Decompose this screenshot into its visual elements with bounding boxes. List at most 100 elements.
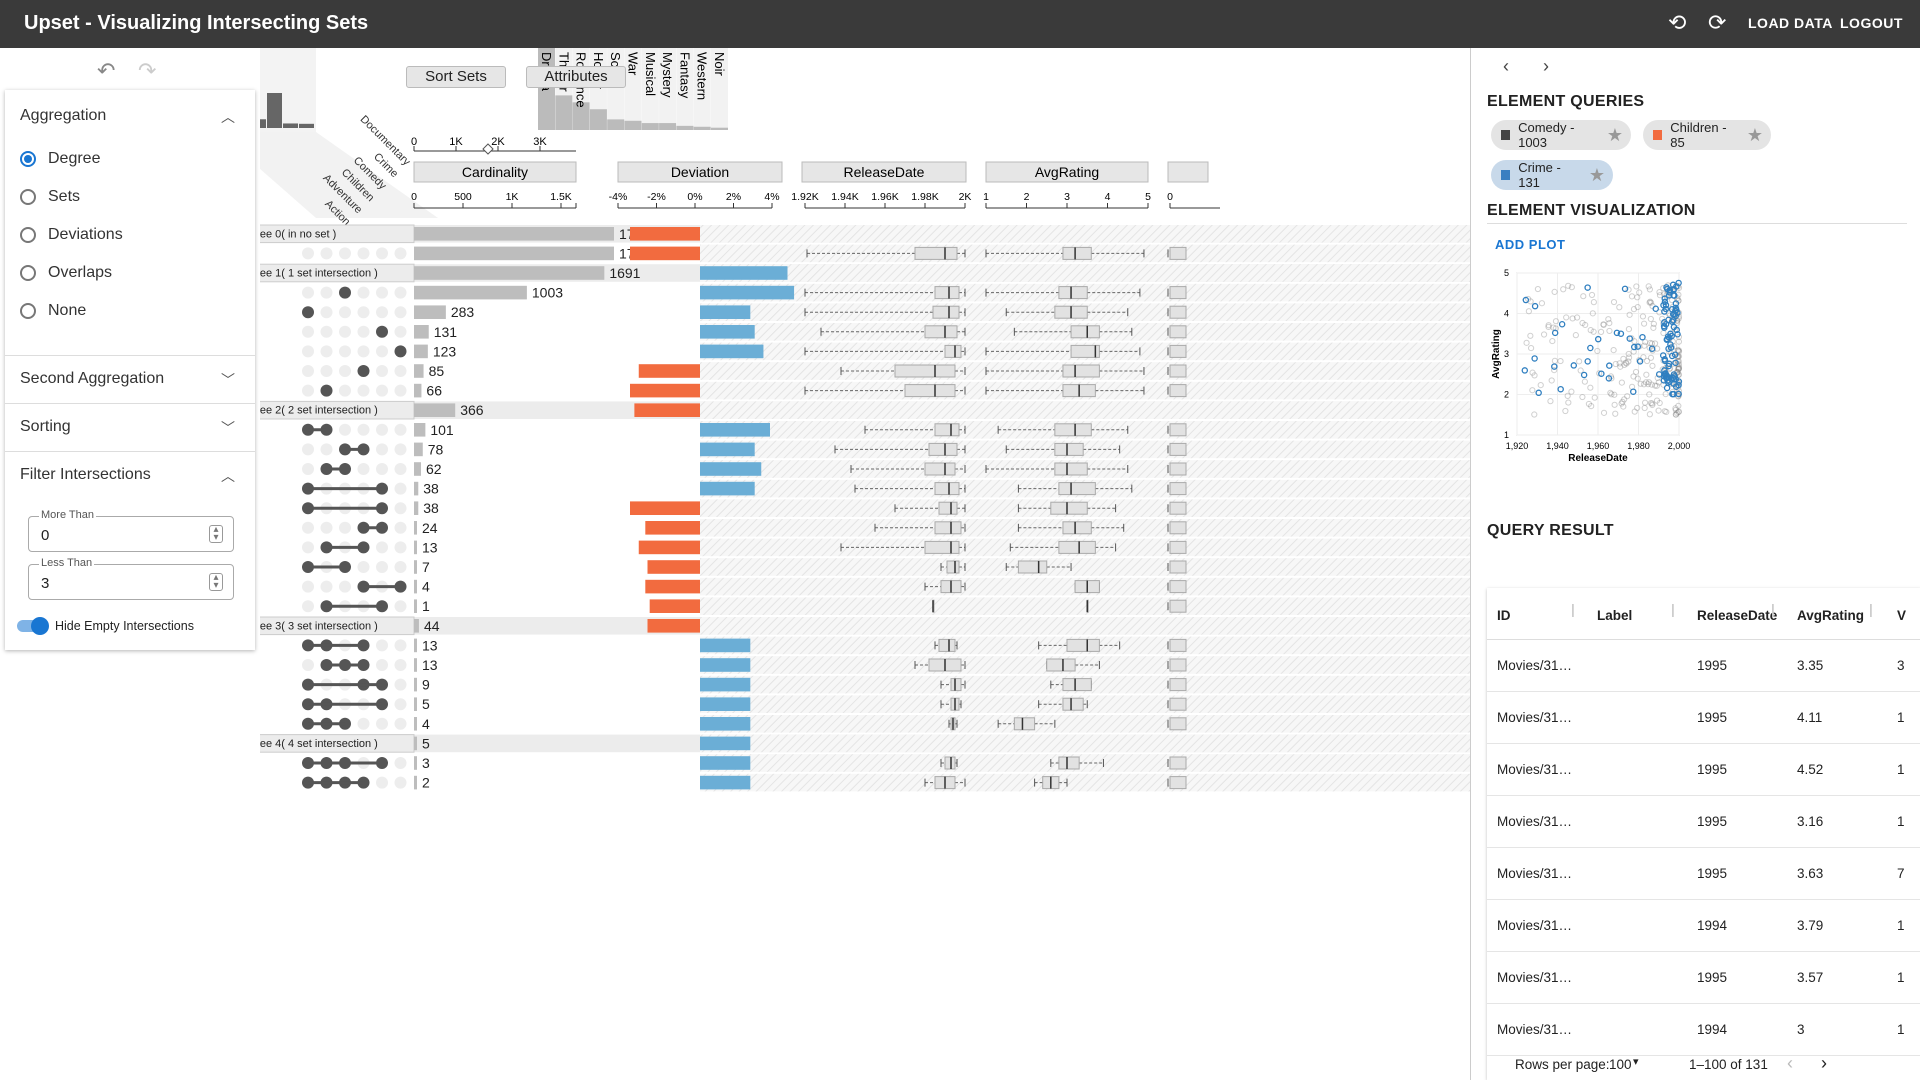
cardinality-bar[interactable] xyxy=(414,540,417,555)
scatter-point-highlight[interactable] xyxy=(1672,300,1680,307)
membership-dot[interactable] xyxy=(376,423,388,436)
cardinality-bar[interactable] xyxy=(414,579,417,594)
set-name[interactable]: Fantasy xyxy=(677,52,692,99)
deviation-bar-negative[interactable] xyxy=(647,560,701,574)
scatter-point[interactable] xyxy=(1642,379,1650,386)
extra-boxplot[interactable] xyxy=(1169,305,1187,319)
releasedate-boxplot-box[interactable] xyxy=(932,305,960,319)
scatter-point[interactable] xyxy=(1641,399,1649,406)
avgrating-boxplot-box[interactable] xyxy=(1017,560,1048,574)
chevron-left-icon[interactable]: ‹ xyxy=(1503,56,1509,76)
avgrating-boxplot-box[interactable] xyxy=(1046,658,1076,672)
deviation-bar-negative[interactable] xyxy=(630,227,700,241)
column-header-cardinality[interactable] xyxy=(413,161,577,183)
avgrating-boxplot-box[interactable] xyxy=(1054,423,1092,437)
scatter-point-highlight[interactable] xyxy=(1587,344,1594,352)
scatter-point[interactable] xyxy=(1663,408,1670,416)
scatter-point[interactable] xyxy=(1675,361,1682,368)
scatter-point[interactable] xyxy=(1624,393,1631,400)
scatter-point[interactable] xyxy=(1572,332,1579,339)
extra-boxplot[interactable] xyxy=(1169,344,1187,358)
scatter-point-highlight[interactable] xyxy=(1570,362,1578,369)
membership-dot[interactable] xyxy=(320,384,333,397)
avgrating-boxplot-box[interactable] xyxy=(1054,442,1084,456)
table-row[interactable]: Movies/31… 1995 3.16 1 xyxy=(1487,796,1920,848)
scatter-point[interactable] xyxy=(1660,284,1667,292)
set-column[interactable] xyxy=(693,48,711,130)
scatter-point[interactable] xyxy=(1552,325,1559,332)
scatter-point-highlight[interactable] xyxy=(1661,357,1669,365)
membership-dot[interactable] xyxy=(357,247,370,260)
scatter-point[interactable] xyxy=(1560,286,1567,293)
scatter-point-highlight[interactable] xyxy=(1668,352,1676,360)
scatter-point[interactable] xyxy=(1612,410,1619,417)
deviation-bar-positive[interactable] xyxy=(700,677,751,692)
membership-dot[interactable] xyxy=(394,561,407,573)
star-icon[interactable]: ★ xyxy=(1588,164,1605,185)
scatter-point-highlight[interactable] xyxy=(1659,352,1667,359)
scatter-point[interactable] xyxy=(1626,311,1633,318)
releasedate-boxplot-box[interactable] xyxy=(946,560,960,574)
membership-dot[interactable] xyxy=(376,717,388,730)
extra-boxplot[interactable] xyxy=(1169,756,1187,770)
set-size-bar[interactable] xyxy=(555,95,573,130)
scatter-point[interactable] xyxy=(1568,388,1575,395)
scatter-point[interactable] xyxy=(1672,405,1679,412)
scatter-point[interactable] xyxy=(1636,289,1643,296)
scatter-point[interactable] xyxy=(1654,374,1661,382)
scatter-point-highlight[interactable] xyxy=(1634,343,1642,350)
scatter-point[interactable] xyxy=(1606,319,1613,327)
deviation-bar-positive[interactable] xyxy=(700,756,751,770)
membership-dot[interactable] xyxy=(357,561,370,573)
scatter-point[interactable] xyxy=(1675,338,1683,345)
membership-dot[interactable] xyxy=(394,306,407,319)
deviation-bar-positive[interactable] xyxy=(700,442,755,457)
membership-dot[interactable] xyxy=(339,306,351,319)
logout-button[interactable]: LOGOUT xyxy=(1840,15,1903,31)
scatter-point[interactable] xyxy=(1640,381,1648,388)
deviation-bar-negative[interactable] xyxy=(649,599,700,613)
scatter-point[interactable] xyxy=(1600,409,1608,416)
scatter-point-highlight[interactable] xyxy=(1594,335,1602,343)
hide-empty-toggle[interactable] xyxy=(17,617,49,635)
extra-boxplot[interactable] xyxy=(1169,638,1187,652)
avgrating-boxplot-box[interactable] xyxy=(1062,697,1084,711)
avgrating-boxplot-box[interactable] xyxy=(1054,462,1088,476)
scatter-point-highlight[interactable] xyxy=(1671,373,1678,380)
scatter-point-highlight[interactable] xyxy=(1531,302,1539,310)
deviation-bar-positive[interactable] xyxy=(700,285,795,300)
deviation-bar-negative[interactable] xyxy=(638,364,700,378)
scatter-point-highlight[interactable] xyxy=(1672,359,1679,367)
membership-dot[interactable] xyxy=(302,541,314,554)
scatter-point[interactable] xyxy=(1545,322,1552,329)
scatter-point-highlight[interactable] xyxy=(1675,279,1682,287)
membership-dot[interactable] xyxy=(376,384,388,397)
membership-dot[interactable] xyxy=(302,345,314,358)
aggregation-header[interactable]: Aggregation xyxy=(20,107,107,124)
scatter-point[interactable] xyxy=(1529,369,1536,376)
membership-dot[interactable] xyxy=(339,286,351,299)
scatter-point[interactable] xyxy=(1568,284,1575,291)
scatter-point[interactable] xyxy=(1625,350,1632,358)
scatter-point[interactable] xyxy=(1547,398,1554,405)
scatter-point[interactable] xyxy=(1643,371,1650,378)
scatter-point-highlight[interactable] xyxy=(1662,301,1670,309)
scatter-point-highlight[interactable] xyxy=(1664,285,1671,293)
membership-dot[interactable] xyxy=(376,443,388,456)
scatter-point[interactable] xyxy=(1656,292,1664,299)
set-size-bar[interactable] xyxy=(589,109,607,130)
scatter-point[interactable] xyxy=(1621,396,1628,403)
more-than-field[interactable]: More Than 0 ▴ ▾ xyxy=(28,509,234,552)
extra-boxplot[interactable] xyxy=(1169,442,1187,456)
avgrating-boxplot-box[interactable] xyxy=(1066,638,1100,652)
scatter-point[interactable] xyxy=(1551,288,1558,295)
scatter-point[interactable] xyxy=(1582,321,1589,329)
membership-dot[interactable] xyxy=(357,384,370,397)
cardinality-bar[interactable] xyxy=(414,736,417,751)
set-name[interactable]: Musical xyxy=(643,52,658,96)
sorting-header[interactable]: Sorting xyxy=(20,418,71,435)
membership-dot[interactable] xyxy=(394,365,407,377)
scatter-point[interactable] xyxy=(1552,318,1560,325)
scatter-point-highlight[interactable] xyxy=(1663,336,1671,343)
scatter-point[interactable] xyxy=(1588,291,1596,299)
